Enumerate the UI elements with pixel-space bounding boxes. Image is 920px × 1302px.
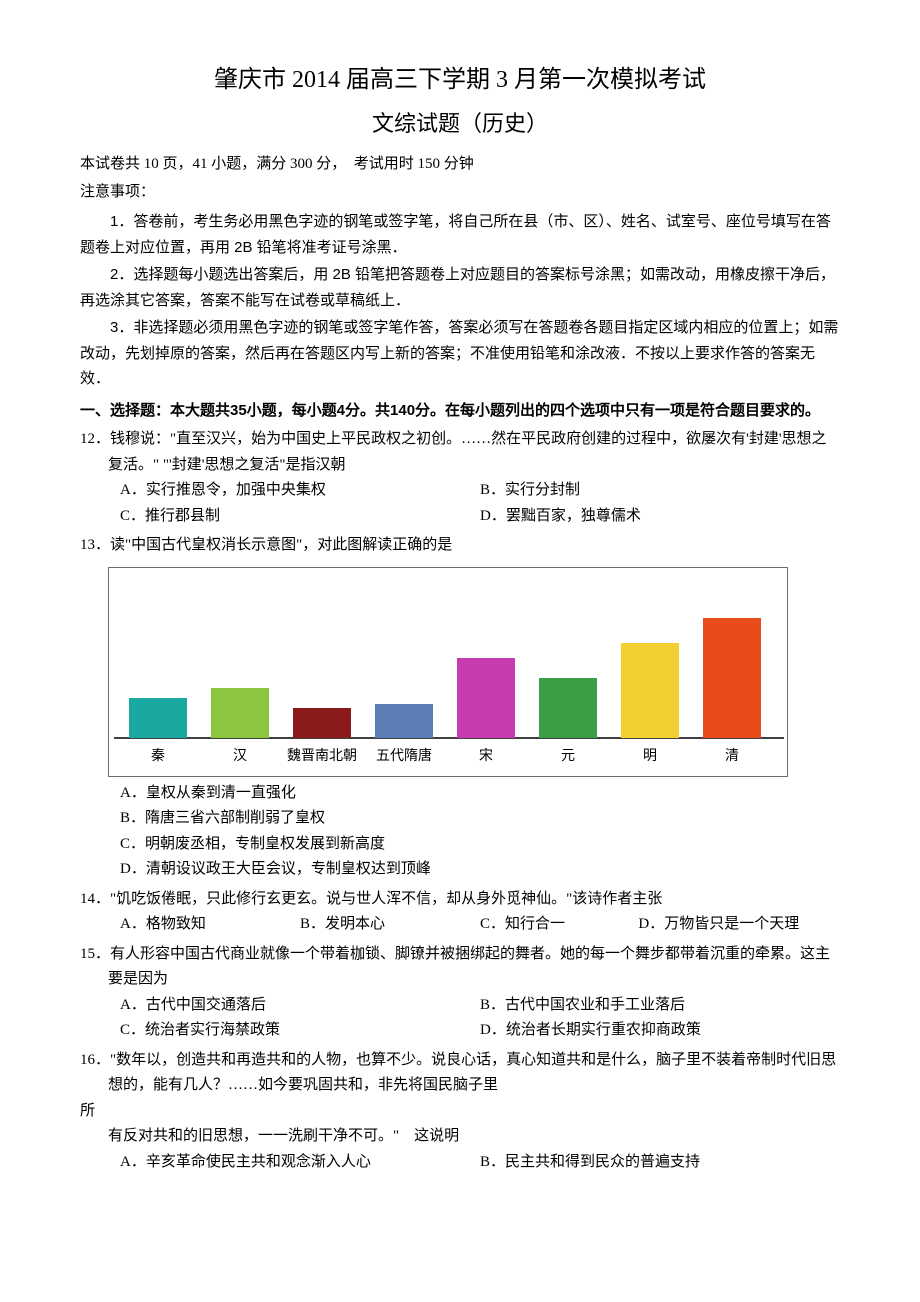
bar-label-3: 五代隋唐	[376, 747, 432, 764]
bar-label-4: 宋	[479, 748, 493, 764]
q13-opt-a: A．皇权从秦到清一直强化	[120, 781, 840, 807]
bar-6	[621, 643, 679, 738]
q12-opt-c: C．推行郡县制	[120, 504, 480, 530]
notice-1: 1．答卷前，考生务必用黑色字迹的钢笔或签字笔，将自己所在县（市、区）、姓名、试室…	[80, 209, 840, 260]
q14-text: "饥吃饭倦眠，只此修行玄更玄。说与世人浑不信，却从身外觅神仙。"该诗作者主张	[110, 891, 662, 907]
bar-chart: 秦 汉 魏晋南北朝 五代隋唐 宋 元 明 清	[108, 567, 788, 777]
notice-title: 注意事项：	[80, 180, 840, 206]
q14-opt-b: B．发明本心	[300, 912, 480, 938]
bar-7	[703, 618, 761, 738]
bar-1	[211, 688, 269, 738]
page-subtitle: 文综试题（历史）	[80, 105, 840, 142]
q15-opt-d: D．统治者长期实行重农抑商政策	[480, 1018, 840, 1044]
q15-opt-a: A．古代中国交通落后	[120, 993, 480, 1019]
bar-3	[375, 704, 433, 738]
q13-opt-b: B．隋唐三省六部制削弱了皇权	[120, 806, 840, 832]
q12-text: 钱穆说："直至汉兴，始为中国史上平民政权之初创。……然在平民政府创建的过程中，欲…	[108, 431, 827, 473]
question-13: 13．读"中国古代皇权消长示意图"，对此图解读正确的是 秦 汉 魏晋南北朝 五代隋唐 宋…	[80, 533, 840, 883]
chart-svg: 秦 汉 魏晋南北朝 五代隋唐 宋 元 明 清	[109, 568, 787, 776]
question-14: 14．"饥吃饭倦眠，只此修行玄更玄。说与世人浑不信，却从身外觅神仙。"该诗作者主…	[80, 887, 840, 938]
bar-label-1: 汉	[233, 748, 247, 764]
q12-num: 12．	[80, 431, 110, 447]
bar-5	[539, 678, 597, 738]
bar-label-0: 秦	[151, 748, 165, 764]
notice-3: 3．非选择题必须用黑色字迹的钢笔或签字笔作答，答案必须写在答题卷各题目指定区域内…	[80, 315, 840, 392]
q12-opt-b: B．实行分封制	[480, 478, 840, 504]
q16-hanging: 所	[80, 1099, 840, 1125]
q13-text: 读"中国古代皇权消长示意图"，对此图解读正确的是	[110, 537, 452, 553]
q13-opt-c: C．明朝废丞相，专制皇权发展到新高度	[120, 832, 840, 858]
q14-num: 14．	[80, 891, 110, 907]
bar-0	[129, 698, 187, 738]
q15-opt-b: B．古代中国农业和手工业落后	[480, 993, 840, 1019]
bar-label-2: 魏晋南北朝	[287, 748, 357, 764]
q15-text: 有人形容中国古代商业就像一个带着枷锁、脚镣并被捆绑起的舞者。她的每一个舞步都带着…	[108, 946, 830, 988]
q14-opt-d: D．万物皆只是一个天理	[638, 912, 840, 938]
q16-opt-b: B．民主共和得到民众的普遍支持	[480, 1150, 840, 1176]
bar-label-5: 元	[561, 749, 575, 764]
q13-num: 13．	[80, 537, 110, 553]
q15-opt-c: C．统治者实行海禁政策	[120, 1018, 480, 1044]
q16-num: 16．	[80, 1052, 110, 1068]
q12-opt-d: D．罢黜百家，独尊儒术	[480, 504, 840, 530]
q16-text3: 有反对共和的旧思想，一一洗刷干净不可。" 这说明	[80, 1124, 840, 1150]
page-title: 肇庆市 2014 届高三下学期 3 月第一次模拟考试	[80, 60, 840, 101]
q16-opt-a: A．辛亥革命使民主共和观念渐入人心	[120, 1150, 480, 1176]
q13-opt-d: D．清朝设议政王大臣会议，专制皇权达到顶峰	[120, 857, 840, 883]
bar-label-6: 明	[643, 749, 657, 764]
bar-2	[293, 708, 351, 738]
q15-num: 15．	[80, 946, 110, 962]
question-16: 16．"数年以，创造共和再造共和的人物，也算不少。说良心话，真心知道共和是什么，…	[80, 1048, 840, 1176]
question-12: 12．钱穆说："直至汉兴，始为中国史上平民政权之初创。……然在平民政府创建的过程…	[80, 427, 840, 529]
section-1-title: 一、选择题：本大题共35小题，每小题4分。共140分。在每小题列出的四个选项中只…	[80, 398, 840, 424]
q16-text1: "数年以，创造共和再造共和的人物，也算不少。说良心话，真心知道共和是什么，脑子里…	[108, 1052, 836, 1094]
notice-2: 2．选择题每小题选出答案后，用 2B 铅笔把答题卷上对应题目的答案标号涂黑；如需…	[80, 262, 840, 313]
bar-4	[457, 658, 515, 738]
q12-opt-a: A．实行推恩令，加强中央集权	[120, 478, 480, 504]
paper-meta: 本试卷共 10 页，41 小题，满分 300 分， 考试用时 150 分钟	[80, 152, 840, 178]
q14-opt-a: A．格物致知	[120, 912, 300, 938]
q14-opt-c: C．知行合一	[480, 912, 638, 938]
question-15: 15．有人形容中国古代商业就像一个带着枷锁、脚镣并被捆绑起的舞者。她的每一个舞步…	[80, 942, 840, 1044]
bar-label-7: 清	[725, 748, 739, 764]
